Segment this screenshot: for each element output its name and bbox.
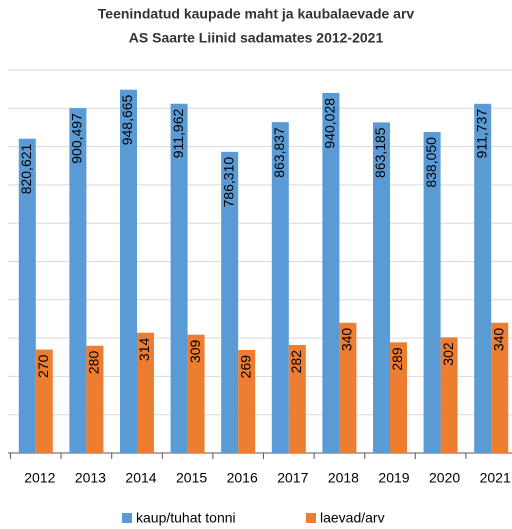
legend-swatch: [306, 513, 316, 523]
data-label: 269: [237, 355, 253, 379]
data-label: 900,497: [69, 113, 85, 164]
chart-title: Teenindatud kaupade maht ja kaubalaevade…: [98, 6, 415, 22]
bar: [390, 342, 407, 453]
data-label: 314: [136, 338, 152, 362]
data-label: 911,737: [473, 109, 489, 159]
bar: [120, 89, 137, 453]
bar: [322, 92, 340, 454]
bar: [170, 103, 188, 453]
bar: [187, 334, 205, 453]
legend-label: kaup/tuhat tonni: [136, 510, 236, 526]
bar: [373, 122, 390, 453]
x-tick-label: 2014: [125, 470, 156, 486]
x-tick-label: 2017: [277, 470, 308, 486]
chart-subtitle: AS Saarte Liinid sadamates 2012-2021: [129, 30, 384, 46]
bar: [288, 344, 306, 453]
bar: [35, 349, 53, 453]
bar: [271, 122, 289, 454]
bar: [221, 151, 239, 454]
x-tick-label: 2016: [227, 470, 258, 486]
x-tick-label: 2012: [24, 470, 55, 486]
bar: [18, 138, 36, 454]
data-label: 940,028: [322, 98, 338, 149]
data-label: 863,185: [372, 127, 388, 178]
data-label: 280: [86, 351, 102, 375]
data-label: 309: [187, 339, 203, 363]
bar: [474, 103, 492, 454]
data-label: 340: [490, 328, 506, 352]
data-label: 838,050: [423, 137, 439, 188]
bar: [423, 132, 441, 453]
legend-label: laevad/arv: [320, 510, 385, 526]
data-label: 948,665: [119, 94, 135, 145]
bar: [238, 349, 256, 453]
legend-swatch: [122, 513, 132, 523]
x-tick-label: 2015: [176, 470, 207, 486]
x-tick-label: 2021: [480, 470, 511, 486]
x-tick-label: 2013: [75, 470, 106, 486]
bar: [339, 322, 357, 453]
data-label: 340: [339, 328, 355, 352]
bar: [491, 322, 509, 453]
bar: [69, 108, 87, 453]
x-tick-label: 2018: [328, 470, 359, 486]
data-label: 911,962: [170, 109, 186, 159]
data-label: 863,837: [271, 127, 287, 178]
data-label: 289: [389, 347, 405, 371]
x-tick-label: 2019: [378, 470, 409, 486]
x-tick-label: 2020: [429, 470, 460, 486]
bar: [137, 332, 154, 453]
data-label: 786,310: [220, 157, 236, 208]
bar: [440, 337, 458, 453]
data-label: 302: [440, 342, 456, 366]
data-label: 270: [35, 354, 51, 378]
data-label: 820,621: [18, 143, 34, 194]
bar: [86, 345, 104, 453]
data-label: 282: [288, 350, 304, 374]
